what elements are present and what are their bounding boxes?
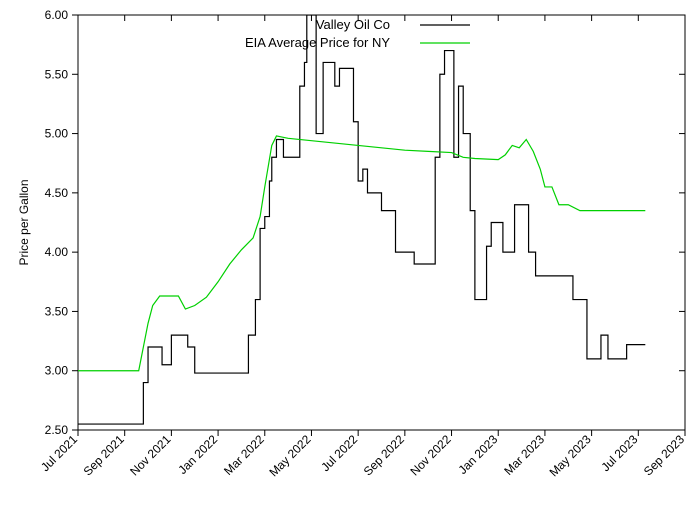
y-tick-label: 3.50 xyxy=(45,304,69,318)
legend-label-1: EIA Average Price for NY xyxy=(245,35,390,50)
y-tick-label: 5.50 xyxy=(45,67,69,81)
y-tick-label: 6.00 xyxy=(45,8,69,22)
y-tick-label: 4.00 xyxy=(45,245,69,259)
y-tick-label: 5.00 xyxy=(45,127,69,141)
y-tick-label: 4.50 xyxy=(45,186,69,200)
y-tick-label: 3.00 xyxy=(45,364,69,378)
y-tick-label: 2.50 xyxy=(45,423,69,437)
y-axis-label: Price per Gallon xyxy=(17,179,31,265)
price-line-chart: 2.50 3.00 3.50 4.00 4.50 5.00 5.50 6.00 Price pe… xyxy=(0,0,700,525)
legend-label-0: Valley Oil Co xyxy=(316,17,390,32)
